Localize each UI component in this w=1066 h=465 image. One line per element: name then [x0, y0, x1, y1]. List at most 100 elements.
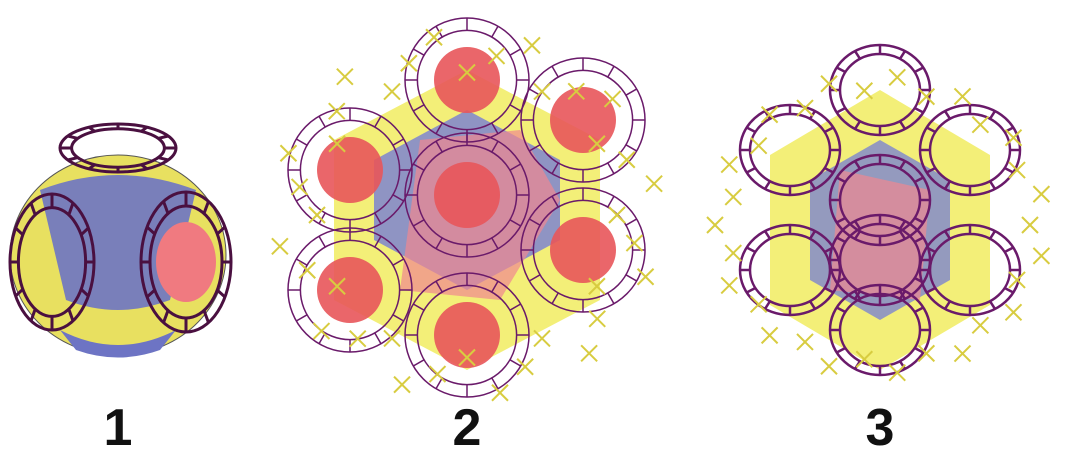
- linker: [953, 344, 972, 363]
- pore-sphere: [434, 47, 500, 113]
- wire-strut: [853, 160, 862, 170]
- wire-strut: [491, 140, 499, 153]
- linker: [328, 102, 346, 120]
- wire-strut: [295, 314, 308, 322]
- wire-strut: [491, 280, 499, 293]
- wire-strut: [67, 202, 75, 216]
- panel-label: 2: [453, 399, 482, 457]
- linker: [820, 357, 838, 375]
- linker: [625, 234, 644, 252]
- linker: [533, 329, 551, 348]
- wire-strut: [1004, 246, 1014, 254]
- wire-strut: [988, 180, 997, 190]
- wire-strut: [914, 176, 924, 184]
- wire-strut: [374, 212, 382, 225]
- wire-strut: [926, 126, 936, 134]
- wire-strut: [412, 104, 425, 112]
- wire-strut: [80, 288, 90, 298]
- linker: [796, 333, 814, 351]
- wire-strut: [14, 288, 24, 298]
- linker: [290, 178, 309, 196]
- wire-strut: [67, 156, 79, 162]
- wire-strut: [88, 163, 96, 171]
- wire-strut: [1004, 286, 1014, 294]
- wire-strut: [509, 219, 522, 227]
- wire-strut: [898, 50, 907, 60]
- wire-strut: [551, 292, 559, 305]
- wire-strut: [295, 194, 308, 202]
- wire-strut: [824, 166, 834, 174]
- wire-strut: [202, 200, 210, 215]
- pore-sphere: [434, 302, 500, 368]
- linker: [760, 105, 779, 124]
- wire-strut: [625, 144, 638, 152]
- linker: [720, 155, 738, 174]
- linker: [1032, 247, 1051, 265]
- linker: [588, 310, 606, 328]
- wire-strut: [898, 230, 907, 240]
- wire-strut: [216, 288, 226, 299]
- wire-strut: [988, 230, 997, 240]
- linker: [425, 28, 443, 46]
- wire-strut: [509, 359, 522, 367]
- wire-strut: [392, 258, 405, 266]
- linker: [855, 350, 874, 368]
- wire-strut: [551, 65, 559, 78]
- wire-strut: [926, 286, 936, 294]
- linker: [1021, 216, 1039, 234]
- pore-sphere: [317, 257, 383, 323]
- wire-strut: [374, 235, 382, 248]
- wire-strut: [67, 134, 79, 140]
- linker: [458, 63, 476, 82]
- wire-strut: [836, 216, 846, 224]
- wire-strut: [988, 110, 997, 120]
- linker: [580, 344, 598, 362]
- wire-strut: [67, 308, 75, 322]
- wire-strut: [80, 226, 90, 236]
- wire-strut: [146, 225, 156, 236]
- wire-strut: [898, 220, 907, 230]
- linker: [636, 268, 655, 286]
- wire-strut: [898, 160, 907, 170]
- cage-window: [156, 222, 216, 302]
- linker: [312, 322, 331, 340]
- panel-label: 1: [104, 399, 133, 457]
- pore-sphere: [550, 217, 616, 283]
- linker: [491, 384, 509, 402]
- linker: [1004, 303, 1023, 321]
- wire-strut: [392, 314, 405, 322]
- wire-strut: [836, 176, 846, 184]
- wire-strut: [162, 309, 170, 324]
- wire-strut: [914, 66, 924, 74]
- linker: [328, 277, 346, 295]
- wire-strut: [914, 216, 924, 224]
- wire-strut: [914, 346, 924, 354]
- wire-strut: [836, 306, 846, 314]
- wire-strut: [216, 225, 226, 236]
- linker: [349, 330, 367, 348]
- linker: [1004, 129, 1023, 147]
- wire-strut: [836, 106, 846, 114]
- wire-strut: [318, 212, 326, 225]
- wire-strut: [763, 230, 772, 240]
- wire-strut: [763, 110, 772, 120]
- linker: [971, 316, 990, 335]
- wire-strut: [853, 230, 862, 240]
- linker: [608, 206, 626, 224]
- linker: [971, 115, 990, 134]
- wire-strut: [509, 163, 522, 171]
- wire-strut: [318, 115, 326, 128]
- wire-strut: [808, 230, 817, 240]
- wire-strut: [509, 104, 522, 112]
- pore-sphere: [317, 137, 383, 203]
- wire-strut: [29, 202, 37, 216]
- wire-strut: [853, 290, 862, 300]
- linker: [724, 188, 742, 206]
- wire-strut: [943, 300, 952, 310]
- wire-strut: [140, 125, 148, 133]
- wire-strut: [988, 300, 997, 310]
- linker: [749, 295, 768, 314]
- pore-sphere: [434, 162, 500, 228]
- linker: [618, 151, 636, 169]
- linker: [720, 276, 738, 295]
